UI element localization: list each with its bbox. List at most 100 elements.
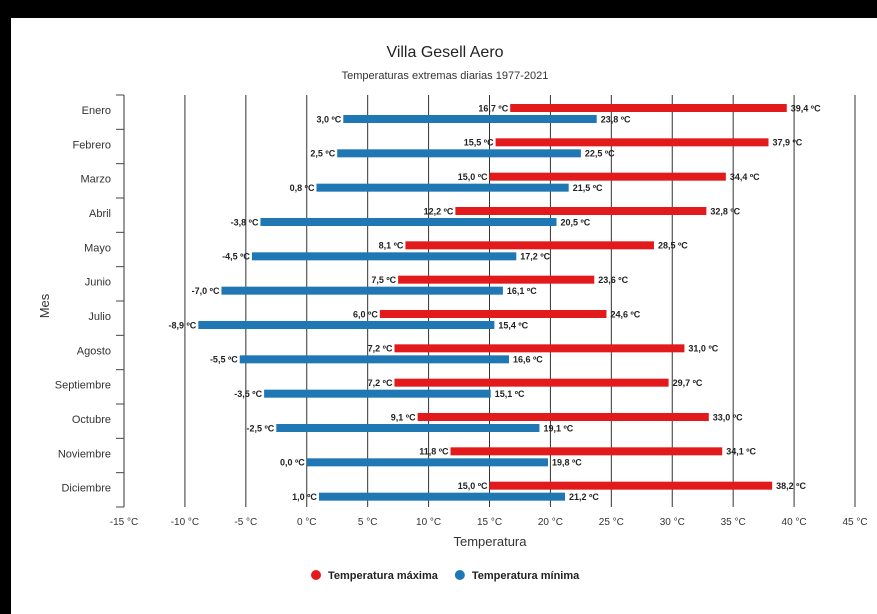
data-label-low: -3,8 ºC [231, 217, 259, 227]
range-bar [510, 104, 787, 112]
range-bar [198, 321, 495, 329]
range-bar [417, 413, 709, 421]
category-label: Noviembre [58, 448, 111, 460]
data-label-high: 34,4 ºC [730, 172, 760, 182]
range-bar [489, 172, 726, 181]
category-label: Julio [88, 311, 111, 323]
legend-label: Temperatura mínima [472, 570, 580, 582]
category-label: Febrero [72, 139, 111, 151]
x-tick-label: 40 °C [782, 517, 807, 528]
data-label-high: 39,4 ºC [791, 103, 821, 113]
x-tick-label: 10 °C [416, 517, 441, 528]
data-label-high: 17,2 ºC [520, 252, 550, 262]
data-label-low: 12,2 ºC [424, 206, 454, 216]
data-label-low: 11,8 ºC [419, 447, 449, 457]
chart-title: Villa Gesell Aero [386, 44, 503, 61]
x-tick-label: 30 °C [660, 517, 685, 528]
data-label-low: 7,2 ºC [368, 378, 393, 388]
data-label-low: -7,0 ºC [192, 286, 220, 296]
y-axis-title: Mes [37, 293, 52, 318]
data-label-high: 16,1 ºC [507, 286, 537, 296]
range-bar [306, 458, 548, 467]
x-tick-label: 45 °C [842, 517, 867, 528]
bars [198, 104, 787, 501]
data-label-low: -4,5 ºC [222, 252, 250, 262]
chart-panel: Villa Gesell Aero Temperaturas extremas … [11, 18, 877, 614]
data-label-low: -3,5 ºC [234, 389, 262, 399]
data-label-high: 19,1 ºC [543, 423, 573, 433]
range-bar [318, 492, 566, 501]
data-label-high: 37,9 ºC [772, 138, 802, 148]
legend-label: Temperatura máxima [328, 570, 439, 582]
x-tick-label: 15 °C [477, 517, 502, 528]
data-label-high: 19,8 ºC [552, 458, 582, 468]
range-bar [316, 183, 569, 192]
data-label-high: 29,7 ºC [673, 378, 703, 388]
range-bar [343, 115, 597, 123]
category-label: Mayo [84, 242, 111, 254]
data-label-low: 8,1 ºC [379, 241, 404, 251]
category-label: Agosto [77, 345, 111, 357]
category-labels: Enero Febrero Marzo Abril Mayo Junio Julio Agos… [55, 105, 111, 495]
range-bar [495, 138, 769, 147]
category-label: Octubre [72, 414, 111, 426]
x-tick-label: -10 °C [171, 517, 199, 528]
x-tick-label: 20 °C [538, 517, 563, 528]
data-label-low: 9,1 ºC [391, 412, 416, 422]
category-label: Abril [89, 208, 111, 220]
data-label-high: 28,5 ºC [658, 241, 688, 251]
range-bar [276, 424, 540, 432]
data-label-high: 33,0 ºC [713, 412, 743, 422]
data-label-low: 15,5 ºC [464, 138, 494, 148]
data-label-low: 15,0 ºC [458, 481, 488, 491]
range-bar [450, 447, 723, 456]
data-label-high: 21,5 ºC [573, 183, 603, 193]
category-label: Marzo [80, 174, 111, 186]
data-label-high: 23,8 ºC [601, 114, 631, 124]
data-label-high: 15,1 ºC [495, 389, 525, 399]
data-label-high: 32,8 ºC [710, 206, 740, 216]
data-label-high: 15,4 ºC [498, 320, 528, 330]
range-bar [394, 378, 669, 387]
data-label-low: -2,5 ºC [246, 423, 274, 433]
legend: Temperatura máxima Temperatura mínima [311, 570, 580, 582]
x-tick-labels: -15 °C -10 °C -5 °C 0 °C 5 °C 10 °C 15 °C 20 °C… [110, 517, 868, 528]
range-bar [489, 481, 773, 490]
chart-subtitle: Temperaturas extremas diarias 1977-2021 [342, 70, 549, 82]
x-axis-title: Temperatura [454, 534, 528, 549]
data-label-low: 15,0 ºC [458, 172, 488, 182]
data-label-low: 16,7 ºC [478, 103, 508, 113]
data-label-high: 16,6 ºC [513, 355, 543, 365]
range-bar [405, 241, 654, 250]
data-label-high: 38,2 ºC [776, 481, 806, 491]
data-label-high: 23,6 ºC [598, 275, 628, 285]
data-label-high: 22,5 ºC [585, 149, 615, 159]
x-tick-label: 0 °C [297, 517, 317, 528]
x-tick-label: -5 °C [234, 517, 257, 528]
x-tick-label: -15 °C [110, 517, 138, 528]
data-label-low: 6,0 ºC [353, 309, 378, 319]
data-label-low: 0,8 ºC [290, 183, 315, 193]
range-bar [398, 275, 595, 284]
data-label-high: 20,5 ºC [561, 217, 591, 227]
data-label-high: 34,1 ºC [726, 447, 756, 457]
range-bar [379, 310, 607, 318]
range-bar [264, 389, 491, 398]
data-label-high: 31,0 ºC [688, 344, 718, 354]
grid-lines [123, 95, 856, 507]
category-label: Enero [82, 105, 111, 117]
range-bar [337, 149, 581, 158]
data-label-low: 1,0 ºC [292, 492, 317, 502]
range-bar [394, 344, 685, 353]
range-bar [455, 207, 707, 215]
x-tick-label: 25 °C [599, 517, 624, 528]
data-label-low: -8,9 ºC [169, 320, 197, 330]
category-label: Septiembre [55, 380, 111, 392]
data-labels: 16,7 ºC 39,4 ºC 15,5 ºC 37,9 ºC 15,0 ºC 34,4 … [169, 103, 822, 502]
category-ticks [116, 94, 124, 508]
data-label-low: 7,2 ºC [368, 344, 393, 354]
range-bar [221, 286, 503, 295]
data-label-high: 21,2 ºC [569, 492, 599, 502]
x-tick-label: 35 °C [721, 517, 746, 528]
data-label-low: -5,5 ºC [210, 355, 238, 365]
